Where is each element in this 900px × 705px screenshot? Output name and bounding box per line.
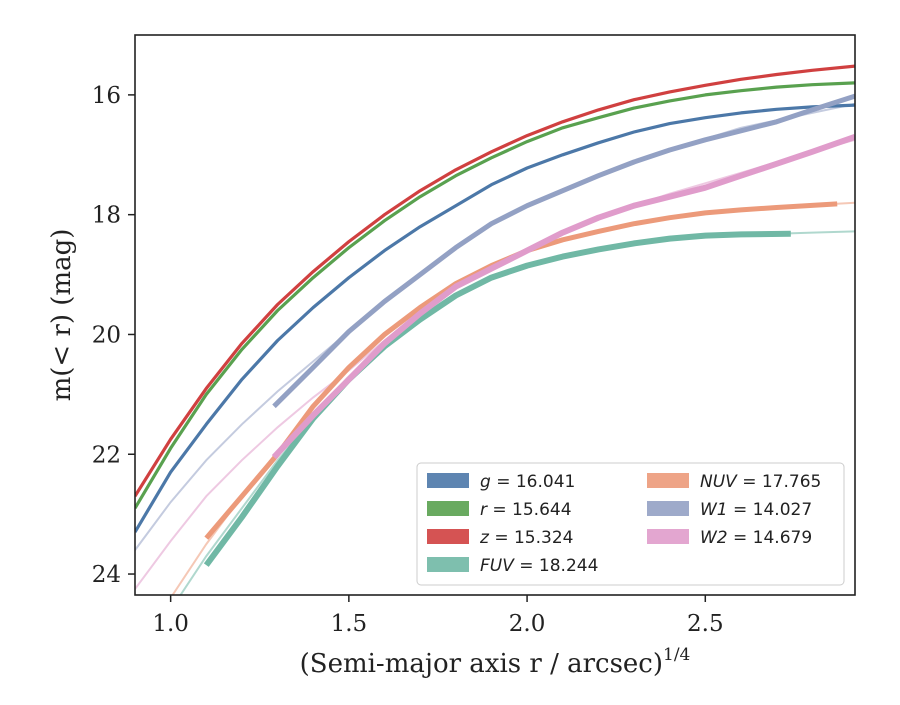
- legend: g = 16.041 r = 15.644 z = 15.324 FUV = 18.2…: [416, 462, 845, 586]
- x-axis-label-text: (Semi-major axis r / arcsec): [300, 649, 663, 679]
- legend-swatch-nuv: [647, 473, 689, 488]
- legend-label-nuv: NUV = 17.765: [700, 472, 821, 492]
- legend-label-z: z = 15.324: [479, 528, 573, 548]
- series-line-w2: [271, 133, 855, 460]
- legend-swatch-g: [427, 473, 469, 488]
- y-tick-label: 18: [92, 203, 121, 229]
- legend-swatch-w1: [647, 501, 689, 516]
- legend-swatch-fuv: [427, 557, 469, 572]
- series-line-r: [135, 81, 855, 510]
- legend-frame: [416, 462, 845, 586]
- y-tick-label: 24: [92, 562, 121, 588]
- series-line-z: [135, 64, 855, 498]
- legend-label-g: g = 16.041: [480, 472, 575, 492]
- data-series: [135, 64, 855, 567]
- model-curve-nuv: [171, 201, 855, 595]
- series-line-fuv: [203, 230, 791, 567]
- x-tick-label: 1.5: [331, 611, 368, 637]
- plot-frame: [134, 34, 856, 596]
- x-axis-label-exponent: 1/4: [663, 645, 690, 665]
- legend-swatch-r: [427, 501, 469, 516]
- legend-swatch-w2: [647, 529, 689, 544]
- y-tick-label: 20: [92, 322, 121, 348]
- x-axis-label: (Semi-major axis r / arcsec)1/4: [300, 645, 691, 679]
- series-line-w1: [272, 93, 855, 409]
- model-curve-r: [135, 81, 855, 509]
- legend-label-w1: W1 = 14.027: [700, 500, 812, 520]
- y-tick-label: 22: [92, 442, 121, 468]
- x-axis: 1.0 1.5 2.0 2.5: [152, 595, 724, 637]
- legend-swatch-z: [427, 529, 469, 544]
- legend-label-w2: W2 = 14.679: [700, 528, 812, 548]
- model-curve-fuv: [179, 230, 855, 595]
- legend-label-fuv: FUV = 18.244: [480, 556, 598, 576]
- x-tick-label: 2.5: [687, 611, 724, 637]
- legend-label-r: r = 15.644: [480, 500, 572, 520]
- x-tick-label: 1.0: [152, 611, 189, 637]
- y-axis-label: m(< r) (mag): [47, 229, 77, 402]
- y-tick-label: 16: [92, 83, 121, 109]
- x-tick-label: 2.0: [509, 611, 546, 637]
- y-axis: 16 18 20 22 24: [92, 83, 135, 588]
- series-line-g: [135, 103, 855, 533]
